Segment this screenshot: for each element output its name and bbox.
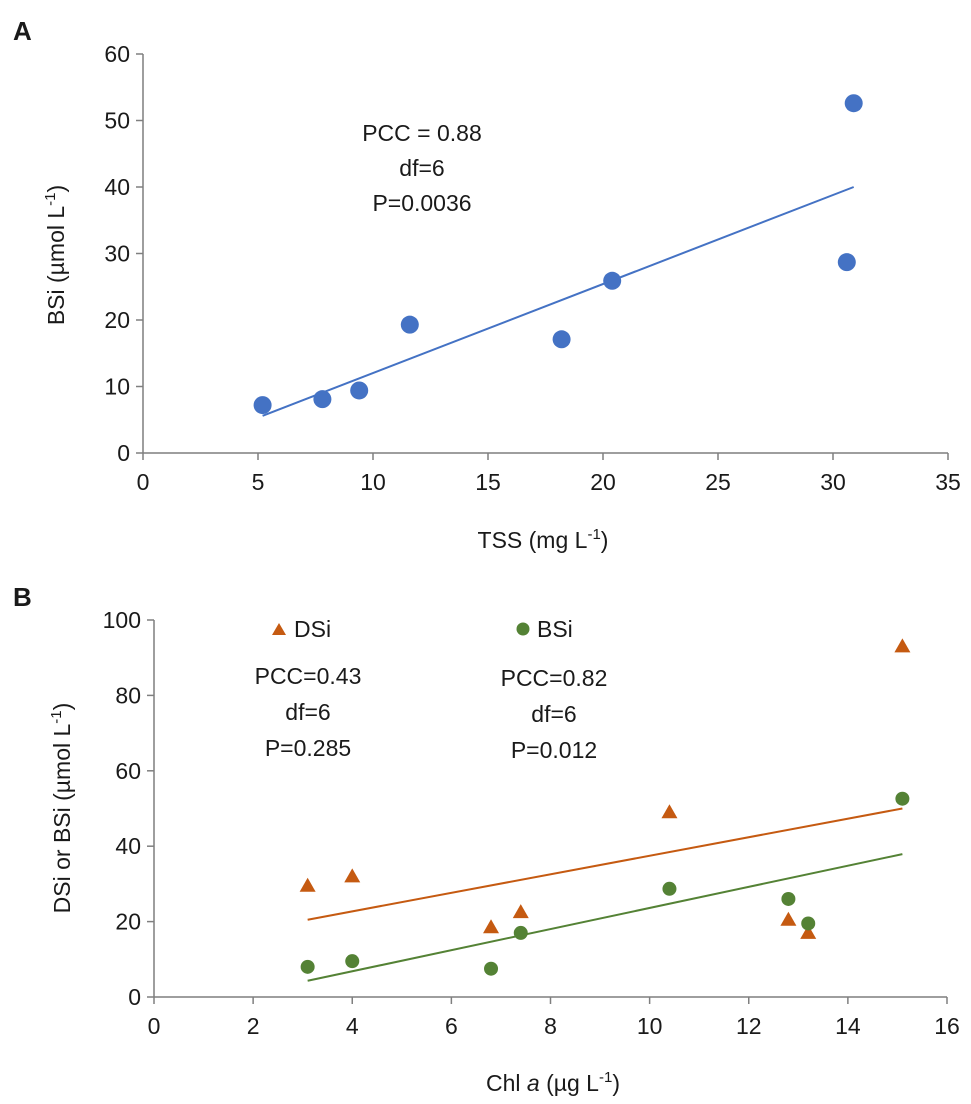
- panel-b-bsi-point: [895, 791, 910, 806]
- panel-a-x-tick-label: 35: [935, 469, 961, 495]
- bsi-p-value: P=0.012: [511, 737, 597, 763]
- panel-b-bsi-stats: PCC=0.82 df=6 P=0.012: [501, 665, 608, 763]
- panel-b-y-tick-label: 60: [115, 758, 141, 784]
- panel-b-y-axis-label: DSi or BSi (µmol L-1): [48, 703, 75, 914]
- panel-b-dsi-point: [344, 868, 361, 883]
- panel-a-bsi-point: [603, 271, 622, 290]
- panel-a-y-tick-label: 60: [104, 41, 130, 67]
- dsi-pcc: PCC=0.43: [255, 663, 362, 689]
- legend-dsi-triangle-marker: [272, 623, 286, 635]
- panel-b-dsi-point: [661, 804, 678, 819]
- panel-a-y-tick-label: 0: [117, 440, 130, 466]
- panel-b-bsi-point: [801, 916, 816, 931]
- panel-b-trendlines: [307, 807, 903, 982]
- panel-b-x-tick-label: 10: [637, 1013, 663, 1039]
- panel-b-bsi-point: [513, 925, 528, 940]
- panel-a-letter: A: [13, 16, 32, 46]
- panel-a-chart: A 0 5 10 15 20 25 30 35 0 10 20 30 40 50 60 PCC = 0.88…: [13, 16, 961, 553]
- panel-b-bsi-point: [300, 959, 315, 974]
- panel-a-bsi-trendline: [262, 186, 855, 417]
- panel-b-bsi-point: [484, 961, 499, 976]
- panel-b-x-tick-label: 8: [544, 1013, 557, 1039]
- panel-a-bsi-point: [313, 390, 332, 409]
- panel-a-bsi-point: [400, 315, 419, 334]
- panel-a-x-tick-label: 10: [360, 469, 386, 495]
- panel-b-dsi-point: [800, 924, 817, 939]
- panel-b-x-tick-label: 4: [346, 1013, 359, 1039]
- panel-b-axes: 0 2 4 6 8 10 12 14 16 0 20 40 60 80 100: [103, 607, 960, 1039]
- panel-a-bsi-point: [837, 253, 856, 272]
- dsi-p-value: P=0.285: [265, 735, 351, 761]
- panel-a-x-tick-label: 0: [137, 469, 150, 495]
- panel-b-dsi-point: [512, 904, 529, 919]
- panel-a-y-tick-label: 30: [104, 241, 130, 267]
- panel-b-dsi-point: [483, 919, 500, 934]
- panel-b-x-tick-label: 2: [247, 1013, 260, 1039]
- panel-a-x-axis-label: TSS (mg L-1): [478, 526, 609, 553]
- panel-b-y-tick-label: 0: [128, 984, 141, 1010]
- panel-b-x-tick-label: 0: [148, 1013, 161, 1039]
- panel-b-legend: DSi BSi: [272, 616, 573, 642]
- panel-a-y-tick-label: 10: [104, 374, 130, 400]
- panel-b-x-tick-label: 6: [445, 1013, 458, 1039]
- panel-b-dsi-stats: PCC=0.43 df=6 P=0.285: [255, 663, 362, 761]
- panel-a-annotation: PCC = 0.88 df=6 P=0.0036: [362, 120, 482, 216]
- bsi-pcc: PCC=0.82: [501, 665, 608, 691]
- panel-b-dsi-point: [780, 911, 797, 926]
- panel-a-y-axis-label: BSi (µmol L-1): [42, 185, 69, 325]
- panel-b-y-tick-label: 20: [115, 909, 141, 935]
- panel-b-bsi-point: [662, 881, 677, 896]
- panel-b-x-tick-label: 14: [835, 1013, 861, 1039]
- legend-bsi-label: BSi: [537, 616, 573, 642]
- panel-a-bsi-point: [844, 94, 863, 113]
- panel-b-bsi-trendline: [307, 853, 903, 982]
- panel-a-x-tick-label: 20: [590, 469, 616, 495]
- panel-a-y-tick-label: 20: [104, 307, 130, 333]
- panel-b-chart: B 0 2 4 6 8 10 12 14 16 0 20 40 60 80 100 DSi BSi PCC=…: [13, 582, 960, 1096]
- dsi-df: df=6: [285, 699, 330, 725]
- panel-b-bsi-point: [781, 891, 796, 906]
- panel-a-axes: 0 5 10 15 20 25 30 35 0 10 20 30 40 50 60: [104, 41, 960, 495]
- legend-bsi-circle-marker: [516, 622, 530, 636]
- panel-a-x-tick-label: 15: [475, 469, 501, 495]
- panel-b-x-axis-label: Chl a (µg L-1): [486, 1069, 620, 1096]
- panel-a-points: [253, 94, 863, 415]
- legend-dsi-label: DSi: [294, 616, 331, 642]
- panel-a-bsi-point: [350, 381, 369, 400]
- panel-a-x-tick-label: 25: [705, 469, 731, 495]
- panel-a-df: df=6: [399, 155, 444, 181]
- panel-a-trendlines: [262, 186, 855, 417]
- panel-a-y-tick-label: 50: [104, 108, 130, 134]
- bsi-df: df=6: [531, 701, 576, 727]
- panel-b-x-tick-label: 12: [736, 1013, 762, 1039]
- panel-b-y-tick-label: 80: [115, 682, 141, 708]
- panel-a-pcc: PCC = 0.88: [362, 120, 482, 146]
- panel-b-y-tick-label: 40: [115, 833, 141, 859]
- panel-a-x-tick-label: 5: [252, 469, 265, 495]
- panel-a-p-value: P=0.0036: [372, 190, 471, 216]
- panel-b-dsi-point: [894, 638, 911, 653]
- panel-b-bsi-point: [345, 954, 360, 969]
- panel-a-x-tick-label: 30: [820, 469, 846, 495]
- panel-b-points: [299, 638, 911, 976]
- panel-b-letter: B: [13, 582, 32, 612]
- panel-a-bsi-point: [253, 396, 272, 415]
- panel-b-dsi-point: [299, 877, 316, 892]
- panel-b-dsi-trendline: [307, 807, 903, 921]
- panel-a-bsi-point: [552, 330, 571, 349]
- panel-b-y-tick-label: 100: [103, 607, 141, 633]
- panel-b-x-tick-label: 16: [934, 1013, 960, 1039]
- panel-a-y-tick-label: 40: [104, 174, 130, 200]
